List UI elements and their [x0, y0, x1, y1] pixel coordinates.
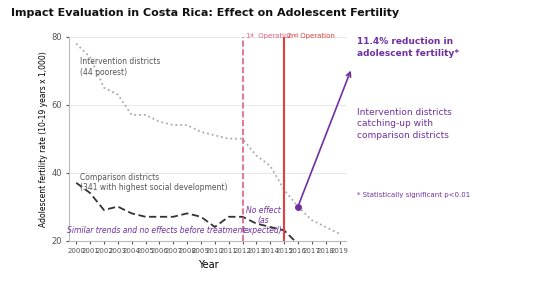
Text: 11.4% reduction in
adolescent fertility*: 11.4% reduction in adolescent fertility*: [357, 37, 459, 57]
Text: Operation: Operation: [298, 33, 335, 38]
Text: Impact Evaluation in Costa Rica: Effect on Adolescent Fertility: Impact Evaluation in Costa Rica: Effect …: [11, 8, 399, 18]
Text: Intervention districts
catching-up with
comparison districts: Intervention districts catching-up with …: [357, 108, 452, 140]
Text: Operation: Operation: [256, 33, 293, 38]
Y-axis label: Adolescent fertility rate (10-19 years x 1,000): Adolescent fertility rate (10-19 years x…: [39, 51, 49, 227]
Text: st: st: [249, 33, 254, 38]
X-axis label: Year: Year: [198, 260, 218, 270]
Text: Comparison districts
(341 with highest social development): Comparison districts (341 with highest s…: [80, 173, 228, 192]
Text: nd: nd: [291, 33, 298, 38]
Text: * Statistically significant p<0.01: * Statistically significant p<0.01: [357, 192, 470, 198]
Text: No effect
(as
expected): No effect (as expected): [244, 206, 282, 235]
Text: 2: 2: [287, 33, 291, 38]
Text: 1: 1: [245, 33, 249, 38]
Text: Intervention districts
(44 poorest): Intervention districts (44 poorest): [80, 57, 161, 77]
Text: Similar trends and no effects before treatment: Similar trends and no effects before tre…: [67, 226, 246, 235]
